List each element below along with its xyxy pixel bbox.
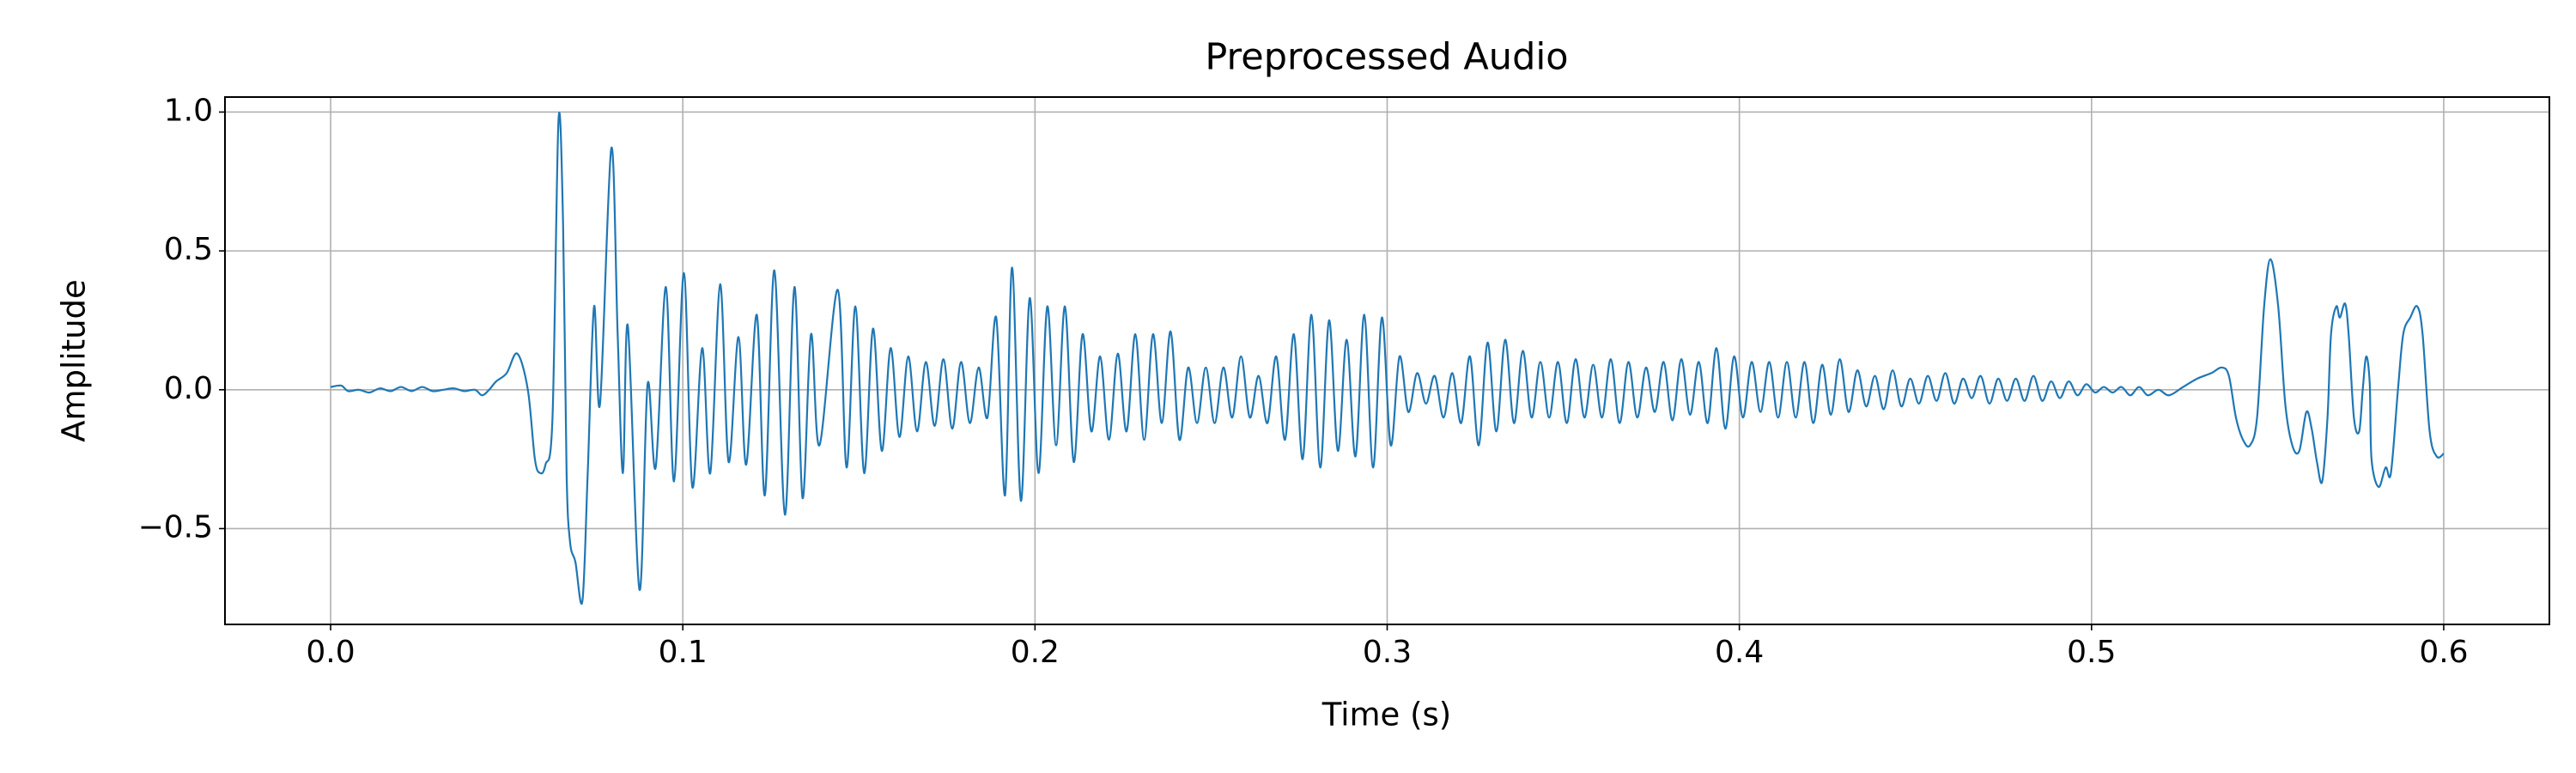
plot-frame [224, 96, 2550, 625]
y-tick-label: 1.0 [164, 93, 213, 128]
y-tick-label: −0.5 [138, 509, 213, 545]
y-tick-label: 0.5 [164, 232, 213, 267]
y-tick-label: 0.0 [164, 371, 213, 406]
x-tick-label: 0.3 [1363, 635, 1412, 670]
x-axis-label: Time (s) [1321, 697, 1451, 733]
waveform-line [330, 112, 2445, 605]
x-tick-label: 0.4 [1715, 635, 1764, 670]
chart-title: Preprocessed Audio [1205, 36, 1568, 79]
x-tick-label: 0.1 [659, 635, 708, 670]
x-tick-label: 0.5 [2067, 635, 2116, 670]
x-tick-label: 0.0 [306, 635, 355, 670]
x-tick-label: 0.6 [2419, 635, 2468, 670]
y-axis-label: Amplitude [56, 279, 93, 442]
x-tick-label: 0.2 [1011, 635, 1060, 670]
